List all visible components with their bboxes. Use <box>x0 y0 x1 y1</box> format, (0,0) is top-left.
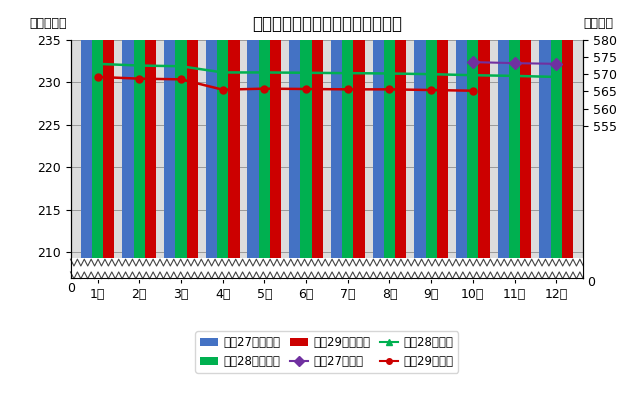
Bar <box>509 0 520 278</box>
Bar <box>478 0 490 278</box>
Text: （千世帯）: （千世帯） <box>29 17 67 30</box>
Bar <box>206 0 217 278</box>
Bar <box>187 0 198 278</box>
Bar <box>437 0 448 278</box>
Bar <box>164 0 176 278</box>
Bar <box>301 0 312 278</box>
Bar <box>562 0 573 278</box>
Bar <box>551 0 562 278</box>
Bar <box>134 0 145 278</box>
Bar <box>372 0 384 278</box>
Bar <box>342 0 353 278</box>
Bar <box>426 0 437 278</box>
Bar <box>259 0 270 278</box>
Title: 鳥取県の推計人口・世帯数の推移: 鳥取県の推計人口・世帯数の推移 <box>252 15 402 33</box>
Bar <box>395 0 406 278</box>
Bar <box>467 0 478 278</box>
Text: 0: 0 <box>67 282 75 295</box>
Bar <box>176 0 187 278</box>
Bar <box>247 0 259 278</box>
Bar <box>289 0 301 278</box>
Legend: 平成27年世帯数, 平成28年世帯数, 平成29年世帯数, 平成27年人口, 平成28年人口, 平成29年人口: 平成27年世帯数, 平成28年世帯数, 平成29年世帯数, 平成27年人口, 平… <box>196 331 458 373</box>
Bar <box>270 0 281 278</box>
Bar <box>103 0 115 278</box>
Bar <box>145 0 156 278</box>
Bar <box>456 0 467 278</box>
Bar <box>384 0 395 278</box>
Bar <box>520 0 531 278</box>
Text: （千人）: （千人） <box>583 17 613 30</box>
Bar <box>497 0 509 278</box>
Bar <box>312 0 323 278</box>
Bar <box>331 0 342 278</box>
Bar <box>414 0 426 278</box>
Bar <box>92 0 103 278</box>
Text: 0: 0 <box>588 276 595 289</box>
Bar <box>122 0 134 278</box>
Bar <box>228 0 240 278</box>
Bar <box>71 258 583 279</box>
Bar <box>353 0 365 278</box>
Bar <box>539 0 551 278</box>
Bar <box>81 0 92 278</box>
Bar <box>217 0 228 278</box>
